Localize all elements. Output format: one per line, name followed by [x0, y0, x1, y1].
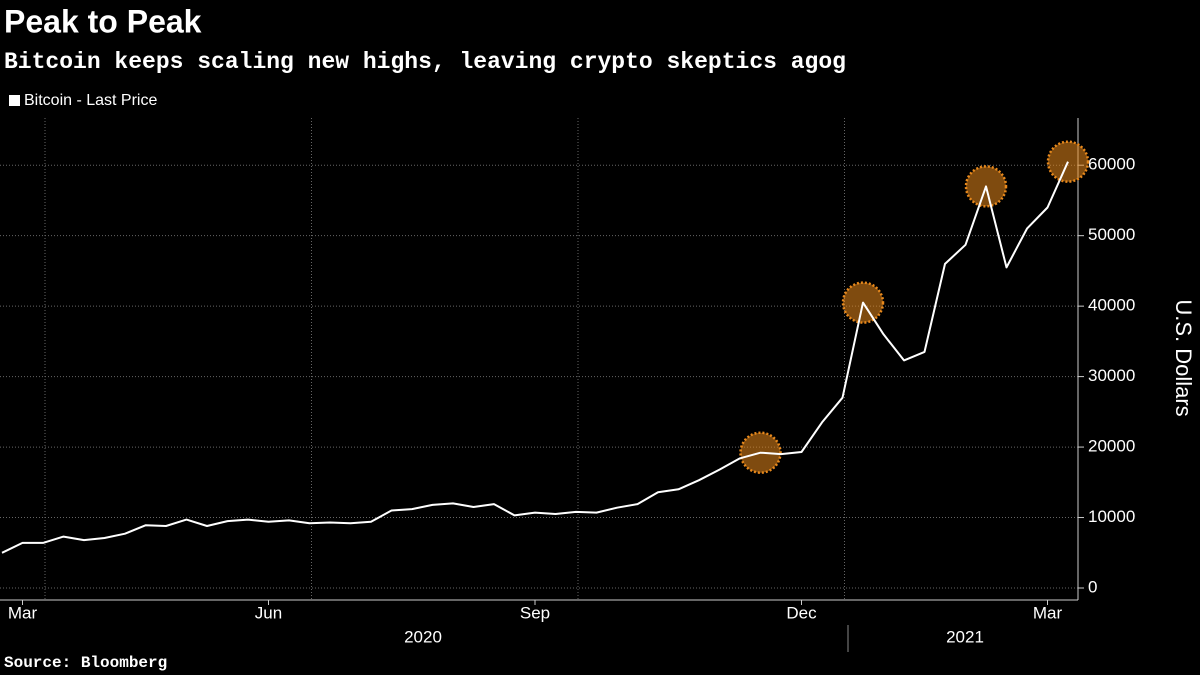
x-tick-label: Mar — [1033, 603, 1063, 622]
chart-subtitle: Bitcoin keeps scaling new highs, leaving… — [4, 49, 846, 75]
y-tick-label: 40000 — [1088, 296, 1135, 315]
y-tick-label: 60000 — [1088, 155, 1135, 174]
x-tick-label: Dec — [786, 603, 817, 622]
x-tick-label: Mar — [8, 603, 38, 622]
y-tick-label: 0 — [1088, 577, 1097, 596]
y-tick-label: 30000 — [1088, 366, 1135, 385]
x-tick-label: Sep — [520, 603, 550, 622]
legend-label: Bitcoin - Last Price — [24, 92, 157, 109]
price-line — [1, 161, 1069, 554]
y-tick-label: 50000 — [1088, 225, 1135, 244]
y-tick-label: 20000 — [1088, 437, 1135, 456]
y-tick-label: 10000 — [1088, 507, 1135, 526]
year-label: 2020 — [404, 627, 442, 646]
chart-title: Peak to Peak — [4, 3, 202, 39]
peak-highlight — [1046, 140, 1090, 183]
year-label: 2021 — [946, 627, 984, 646]
x-tick-label: Jun — [255, 603, 282, 622]
source: Source: Bloomberg — [4, 654, 167, 672]
legend-swatch — [9, 95, 20, 106]
y-axis-label: U.S. Dollars — [1171, 299, 1196, 416]
